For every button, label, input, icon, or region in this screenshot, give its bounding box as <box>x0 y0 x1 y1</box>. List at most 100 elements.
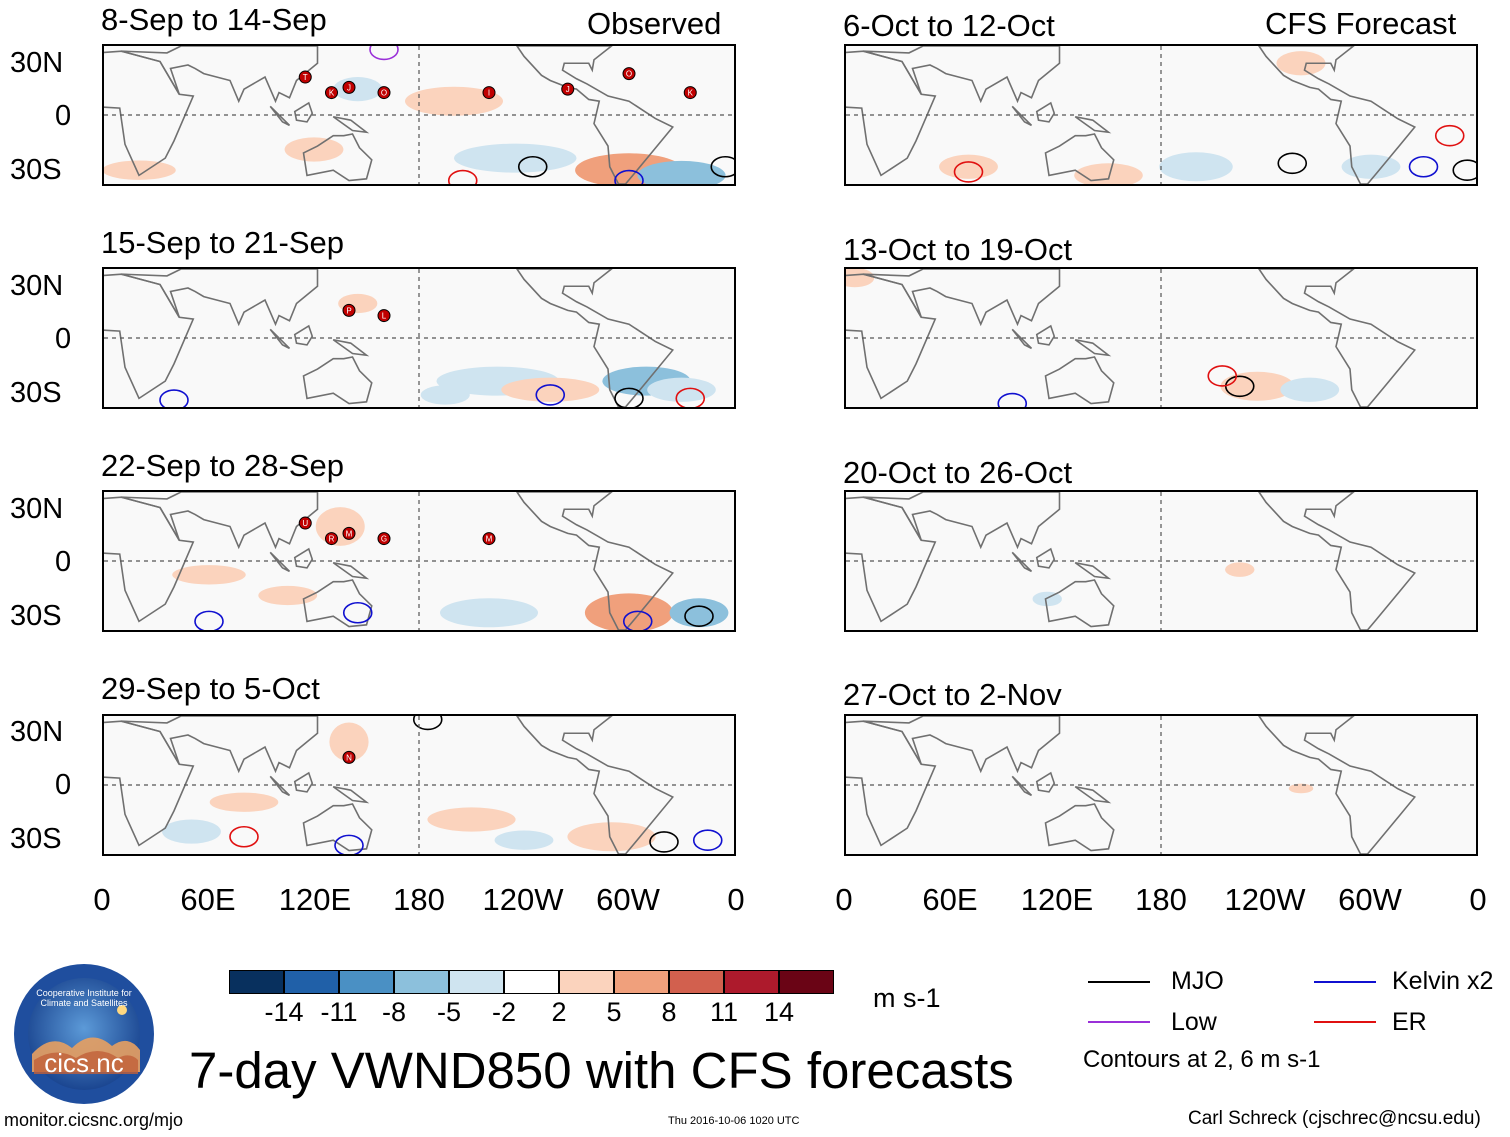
lon-label: 60W <box>1338 882 1402 917</box>
legend-line-mjo <box>1088 981 1150 983</box>
wave-contour <box>1452 159 1476 181</box>
anomaly-shading <box>315 507 365 546</box>
coastline <box>332 115 370 134</box>
footer-author: Carl Schreck (cjschrec@ncsu.edu) <box>1188 1108 1481 1129</box>
coastline <box>1044 133 1115 182</box>
wave-contour <box>535 384 566 406</box>
anomaly-shading <box>567 822 656 852</box>
main-title: 7-day VWND850 with CFS forecasts <box>189 1042 1014 1099</box>
coastline <box>269 328 291 350</box>
coastline <box>293 101 314 123</box>
coastline <box>302 133 373 182</box>
svg-text:O: O <box>381 89 387 98</box>
lat-label: 30N <box>10 493 64 525</box>
storm-marker: N <box>342 750 356 764</box>
colorbar-tick-label: -2 <box>491 997 516 1027</box>
colorbar-tick-label: 11 <box>709 997 739 1027</box>
lon-label: 0 <box>1469 882 1487 917</box>
coastline <box>269 551 291 573</box>
footer-url[interactable]: monitor.cicsnc.org/mjo <box>4 1110 184 1130</box>
observed-panel-title: 22-Sep to 28-Sep <box>101 448 345 483</box>
colorbar-tick-label: 5 <box>606 997 622 1027</box>
anomaly-shading <box>1159 152 1233 182</box>
anomaly-shading <box>284 137 344 162</box>
anomaly-shading <box>172 565 246 585</box>
anomaly-shading <box>1276 51 1326 76</box>
coastline <box>332 338 370 357</box>
coastline <box>846 720 937 847</box>
coastline <box>121 269 319 327</box>
lat-label: 0 <box>55 546 72 578</box>
anomaly-shading <box>333 77 383 102</box>
anomaly-shading <box>1220 371 1294 401</box>
lon-label: 120E <box>1020 882 1094 917</box>
colorbar-tick-label: -5 <box>436 997 461 1027</box>
cics-logo: cics.nc Cooperative Institute for Climat… <box>12 962 156 1106</box>
svg-text:P: P <box>346 306 351 315</box>
wave-contour <box>953 161 984 183</box>
coastline <box>1035 101 1056 123</box>
coastline <box>1011 551 1033 573</box>
wave-contour <box>1277 152 1308 175</box>
wave-contour <box>159 389 189 407</box>
colorbar-tick-label: 8 <box>661 997 677 1027</box>
coastline <box>1074 115 1112 134</box>
coastline <box>293 547 314 569</box>
coastline <box>1258 46 1417 184</box>
storm-marker: O <box>622 67 636 81</box>
lon-label: 180 <box>1135 882 1187 917</box>
coastline <box>1258 716 1417 854</box>
anomaly-shading <box>584 593 674 630</box>
coastline <box>269 105 291 127</box>
colorbar-tick-label: -14 <box>264 997 304 1027</box>
coastline <box>516 492 675 630</box>
coastline <box>1011 328 1033 350</box>
coastline <box>302 356 373 405</box>
colorbar-swatch <box>724 970 779 994</box>
svg-text:J: J <box>347 83 351 92</box>
storm-marker: G <box>377 532 391 546</box>
anomaly-shading <box>846 269 875 288</box>
anomaly-shading <box>427 807 516 832</box>
wave-contour <box>649 831 679 853</box>
svg-text:T: T <box>303 73 308 82</box>
storm-marker: I <box>482 86 496 100</box>
svg-text:J: J <box>566 85 570 94</box>
coastline <box>104 496 195 623</box>
colorbar-swatch <box>339 970 394 994</box>
coastline <box>302 803 373 852</box>
coastline <box>293 771 314 793</box>
legend-label-mjo: MJO <box>1171 967 1224 995</box>
footer-timestamp: Thu 2016-10-06 1020 UTC <box>668 1115 800 1127</box>
svg-text:R: R <box>329 535 335 544</box>
lon-label: 60E <box>922 882 978 917</box>
coastline <box>516 716 675 854</box>
storm-marker: L <box>377 309 391 323</box>
coastline <box>863 46 1061 104</box>
legend-line-er <box>1314 1021 1376 1023</box>
coastline <box>1074 561 1112 580</box>
anomaly-shading <box>1341 154 1401 179</box>
lon-label: 180 <box>393 882 445 917</box>
anomaly-shading <box>669 598 729 628</box>
anomaly-shading <box>329 722 369 762</box>
coastline <box>1035 547 1056 569</box>
svg-text:N: N <box>346 753 352 762</box>
lon-label: 120W <box>1224 882 1306 917</box>
observed-map-panel: J O T K I J O K <box>102 44 736 186</box>
storm-marker: K <box>325 86 338 100</box>
storm-marker: P <box>342 303 356 317</box>
coastline <box>104 273 195 400</box>
coastline <box>846 50 937 177</box>
colorbar-swatch <box>449 970 504 994</box>
colorbar-swatch <box>559 970 614 994</box>
anomaly-shading <box>939 154 998 179</box>
colorbar-tick-label: -8 <box>381 997 406 1027</box>
anomaly-shading <box>405 86 503 116</box>
wave-contour <box>1207 365 1238 387</box>
anomaly-shading <box>1074 163 1143 184</box>
forecast-panel-title: 27-Oct to 2-Nov <box>843 677 1062 712</box>
lon-label: 0 <box>93 882 111 917</box>
anomaly-shading <box>162 819 221 844</box>
lon-label: 120E <box>278 882 352 917</box>
